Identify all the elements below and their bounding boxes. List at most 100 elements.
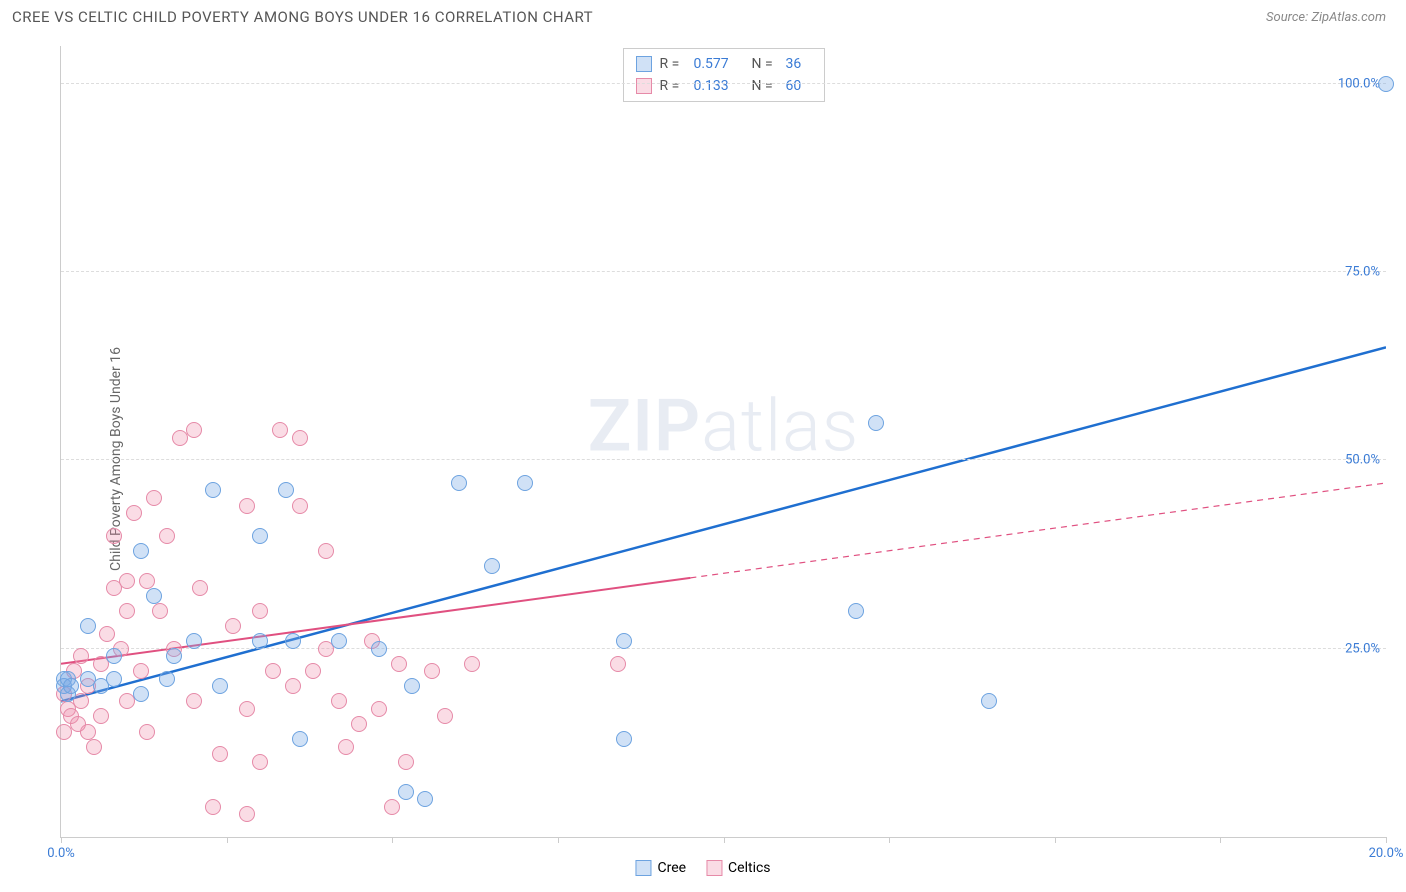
data-point-b (265, 663, 281, 679)
data-point-a (398, 784, 414, 800)
data-point-a (404, 678, 420, 694)
data-point-a (371, 641, 387, 657)
data-point-b (212, 746, 228, 762)
data-point-a (451, 475, 467, 491)
gridline (61, 459, 1386, 460)
x-tick (1220, 837, 1221, 843)
x-tick-label: 0.0% (47, 846, 75, 861)
x-tick (392, 837, 393, 843)
data-point-a (146, 588, 162, 604)
source-attribution: Source: ZipAtlas.com (1266, 10, 1386, 25)
data-point-a (212, 678, 228, 694)
data-point-b (192, 580, 208, 596)
data-point-b (139, 573, 155, 589)
data-point-a (80, 618, 96, 634)
y-tick-label: 25.0% (1345, 641, 1380, 656)
data-point-b (338, 739, 354, 755)
legend-item-a: Cree (635, 860, 686, 876)
data-point-b (80, 724, 96, 740)
data-point-a (292, 731, 308, 747)
x-tick (1055, 837, 1056, 843)
data-point-a (484, 558, 500, 574)
chart-area: Child Poverty Among Boys Under 16 ZIPatl… (12, 38, 1394, 880)
data-point-b (126, 505, 142, 521)
data-point-b (305, 663, 321, 679)
data-point-b (384, 799, 400, 815)
data-point-b (351, 716, 367, 732)
data-point-b (186, 422, 202, 438)
data-point-b (610, 656, 626, 672)
data-point-b (73, 648, 89, 664)
data-point-b (99, 626, 115, 642)
data-point-a (159, 671, 175, 687)
data-point-b (205, 799, 221, 815)
data-point-a (1378, 76, 1394, 92)
data-point-b (252, 754, 268, 770)
data-point-b (186, 693, 202, 709)
trend-lines (61, 46, 1386, 837)
series-legend: Cree Celtics (635, 860, 770, 876)
data-point-a (205, 482, 221, 498)
data-point-a (106, 648, 122, 664)
data-point-a (285, 633, 301, 649)
data-point-a (106, 671, 122, 687)
data-point-b (119, 573, 135, 589)
data-point-b (292, 430, 308, 446)
data-point-b (437, 708, 453, 724)
data-point-a (252, 633, 268, 649)
data-point-a (981, 693, 997, 709)
data-point-b (139, 724, 155, 740)
data-point-b (93, 708, 109, 724)
data-point-a (133, 543, 149, 559)
y-tick-label: 75.0% (1345, 265, 1380, 280)
data-point-b (285, 678, 301, 694)
x-tick (227, 837, 228, 843)
data-point-a (616, 633, 632, 649)
data-point-a (252, 528, 268, 544)
x-tick (61, 837, 62, 843)
stats-row-a: R = 0.577 N = 36 (636, 53, 812, 75)
swatch-a (636, 56, 652, 72)
plot-region: ZIPatlas R = 0.577 N = 36 R = 0.133 N = … (60, 46, 1386, 838)
data-point-a (63, 678, 79, 694)
data-point-b (272, 422, 288, 438)
x-tick (724, 837, 725, 843)
legend-item-b: Celtics (706, 860, 770, 876)
x-tick (558, 837, 559, 843)
data-point-b (252, 603, 268, 619)
swatch-b-icon (706, 860, 722, 876)
data-point-b (146, 490, 162, 506)
data-point-b (398, 754, 414, 770)
data-point-b (292, 498, 308, 514)
y-tick-label: 100.0% (1338, 76, 1380, 91)
watermark: ZIPatlas (588, 383, 860, 468)
data-point-a (848, 603, 864, 619)
gridline (61, 83, 1386, 84)
data-point-b (424, 663, 440, 679)
data-point-b (239, 498, 255, 514)
x-tick (1386, 837, 1387, 843)
data-point-b (391, 656, 407, 672)
data-point-b (119, 603, 135, 619)
data-point-a (133, 686, 149, 702)
data-point-b (225, 618, 241, 634)
data-point-b (152, 603, 168, 619)
stats-legend: R = 0.577 N = 36 R = 0.133 N = 60 (623, 48, 825, 102)
data-point-b (239, 806, 255, 822)
gridline (61, 271, 1386, 272)
data-point-b (371, 701, 387, 717)
data-point-a (331, 633, 347, 649)
swatch-b (636, 78, 652, 94)
data-point-a (517, 475, 533, 491)
x-tick-label: 20.0% (1369, 846, 1404, 861)
data-point-b (318, 543, 334, 559)
chart-title: CREE VS CELTIC CHILD POVERTY AMONG BOYS … (12, 8, 593, 26)
data-point-b (106, 528, 122, 544)
swatch-a-icon (635, 860, 651, 876)
data-point-b (464, 656, 480, 672)
data-point-a (616, 731, 632, 747)
data-point-b (239, 701, 255, 717)
data-point-a (868, 415, 884, 431)
data-point-a (166, 648, 182, 664)
data-point-b (331, 693, 347, 709)
